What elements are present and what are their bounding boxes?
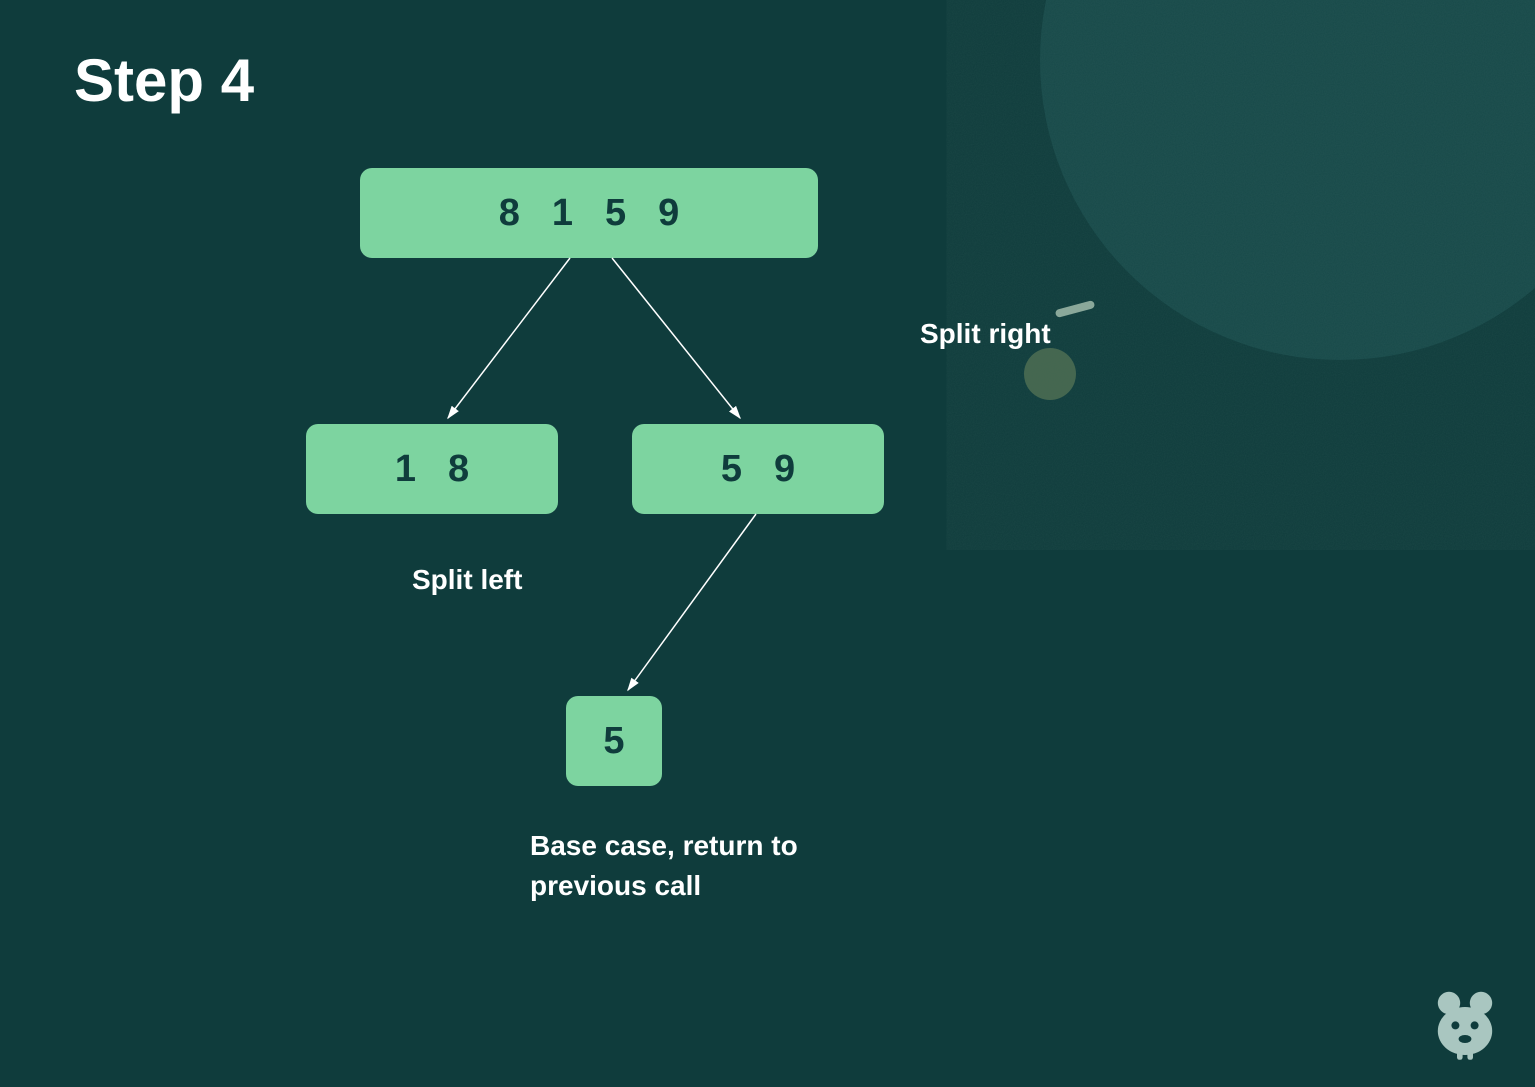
node-leaf: 5 xyxy=(566,696,662,786)
node-left: 18 xyxy=(306,424,558,514)
background-decoration xyxy=(0,0,1535,1087)
decoration-big-circle xyxy=(1040,0,1535,360)
node-value: 1 xyxy=(395,448,416,491)
node-value: 9 xyxy=(774,448,795,491)
arrow-root-right xyxy=(612,258,740,418)
label-base-case-line1: Base case, return to xyxy=(530,830,798,862)
node-value: 5 xyxy=(605,192,626,235)
mascot-icon xyxy=(1425,987,1505,1067)
node-value: 8 xyxy=(448,448,469,491)
node-value: 1 xyxy=(552,192,573,235)
arrow-layer xyxy=(0,0,1535,1087)
node-right: 59 xyxy=(632,424,884,514)
node-value: 9 xyxy=(658,192,679,235)
node-root: 8159 xyxy=(360,168,818,258)
node-value: 8 xyxy=(499,192,520,235)
node-value: 5 xyxy=(603,720,624,763)
label-split-left: Split left xyxy=(412,564,522,596)
node-value: 5 xyxy=(721,448,742,491)
arrow-root-left xyxy=(448,258,570,418)
decoration-dash xyxy=(1055,300,1096,318)
decoration-small-circle xyxy=(1024,348,1076,400)
label-base-case-line2: previous call xyxy=(530,870,701,902)
label-split-right: Split right xyxy=(920,318,1051,350)
step-title: Step 4 xyxy=(74,46,254,115)
arrow-right-leaf xyxy=(628,514,756,690)
